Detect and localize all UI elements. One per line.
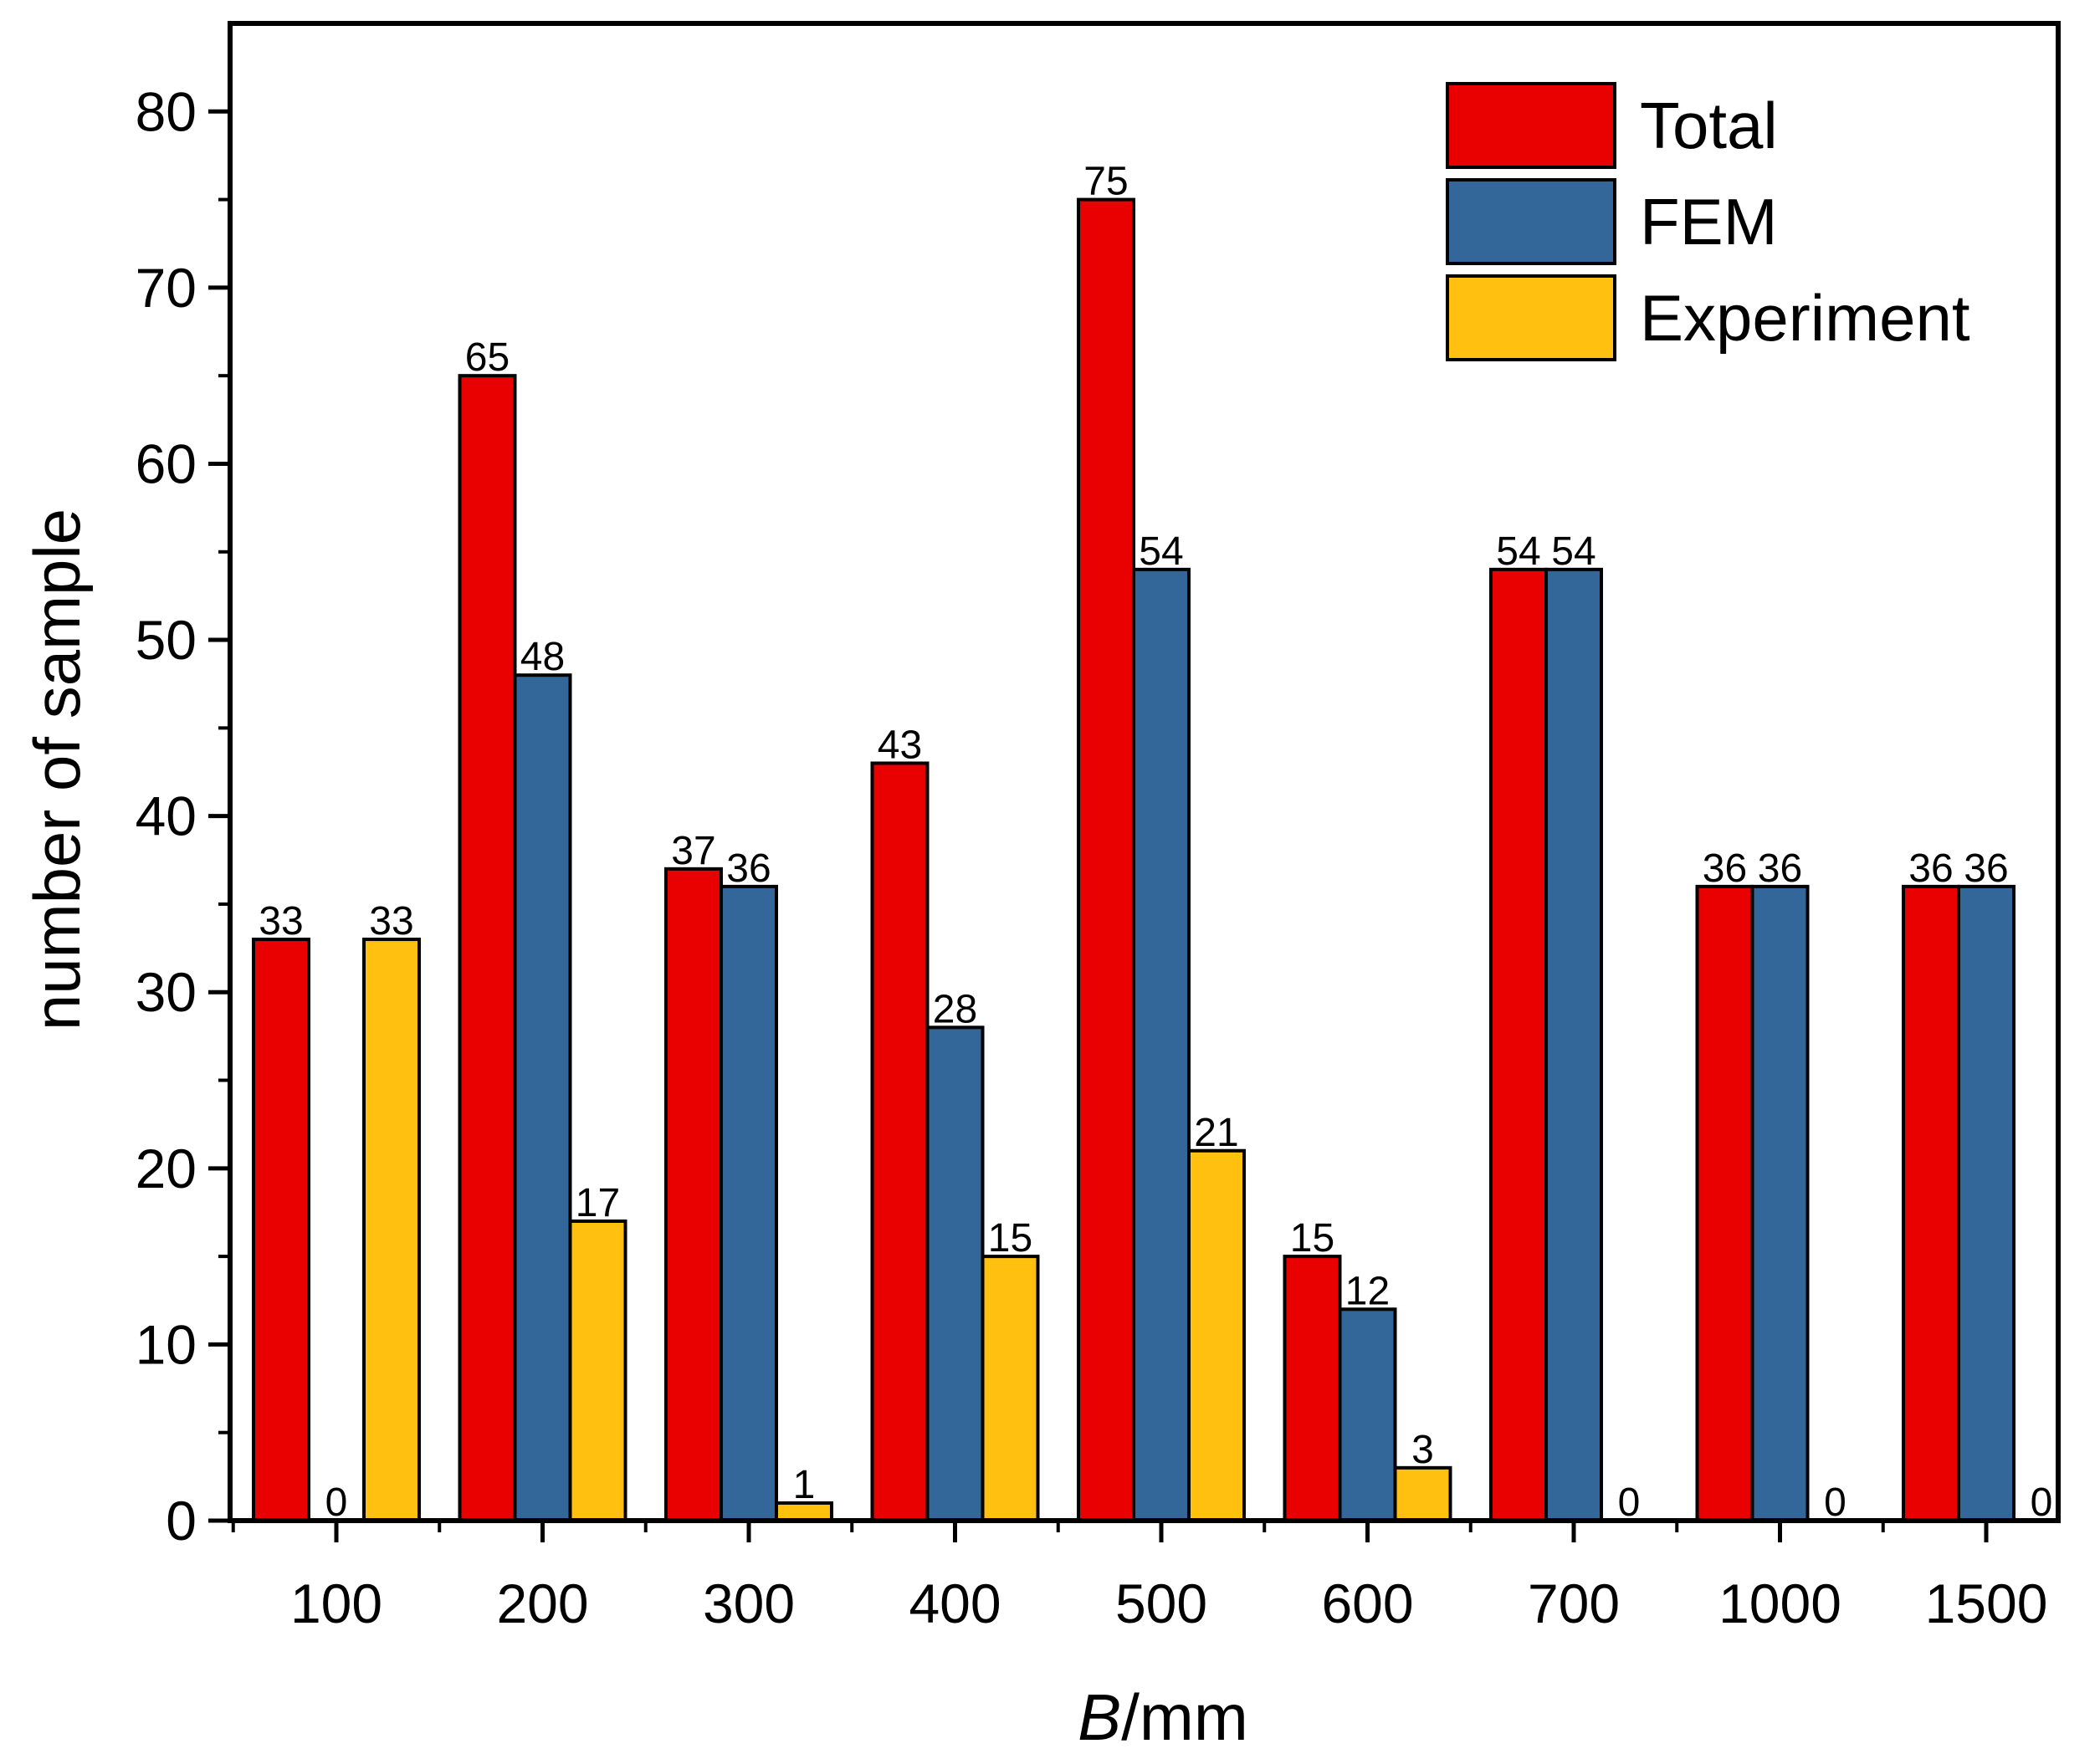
x-tick-label-300: 300 xyxy=(703,1572,795,1634)
y-tick-label-80: 80 xyxy=(136,80,197,142)
data-label-experiment-100: 33 xyxy=(369,899,413,943)
y-tick-label-50: 50 xyxy=(136,609,197,671)
legend-label-fem: FEM xyxy=(1640,185,1778,258)
data-label-total-200: 65 xyxy=(465,335,510,380)
plot-frame xyxy=(228,21,2061,1523)
y-tick-label-40: 40 xyxy=(136,785,197,847)
y-axis-title: number of sample xyxy=(20,509,94,1030)
data-label-experiment-700: 0 xyxy=(1618,1480,1641,1525)
bar-fem-400 xyxy=(925,1025,985,1522)
bar-fem-1500 xyxy=(1957,884,2015,1522)
legend-swatch-fem xyxy=(1446,178,1616,265)
data-label-fem-1000: 36 xyxy=(1758,846,1802,891)
legend-swatch-experiment xyxy=(1446,274,1616,361)
data-label-experiment-600: 3 xyxy=(1411,1428,1434,1472)
data-label-experiment-500: 21 xyxy=(1194,1111,1238,1155)
y-tick-label-0: 0 xyxy=(166,1490,197,1552)
data-label-total-600: 15 xyxy=(1290,1216,1334,1260)
bar-total-500 xyxy=(1077,197,1135,1522)
y-tick-label-30: 30 xyxy=(136,961,197,1023)
y-tick-label-60: 60 xyxy=(136,432,197,494)
data-label-total-300: 37 xyxy=(671,829,715,873)
data-label-experiment-1000: 0 xyxy=(1824,1480,1846,1525)
bar-experiment-600 xyxy=(1393,1465,1452,1522)
data-label-fem-600: 12 xyxy=(1345,1269,1390,1313)
y-tick-label-10: 10 xyxy=(136,1313,197,1375)
x-tick-label-600: 600 xyxy=(1321,1572,1413,1634)
data-label-total-1000: 36 xyxy=(1703,846,1747,891)
bar-experiment-500 xyxy=(1187,1148,1246,1522)
x-tick-label-700: 700 xyxy=(1528,1572,1620,1634)
data-label-total-700: 54 xyxy=(1496,529,1540,574)
legend-swatch-total xyxy=(1446,82,1616,169)
bars-layer xyxy=(252,197,2015,1523)
bar-fem-200 xyxy=(513,673,572,1522)
bar-experiment-100 xyxy=(362,938,421,1522)
data-label-total-100: 33 xyxy=(259,899,303,943)
data-label-experiment-1500: 0 xyxy=(2031,1480,2053,1525)
bar-total-1500 xyxy=(1902,884,1960,1522)
bar-fem-600 xyxy=(1338,1307,1397,1522)
bar-total-600 xyxy=(1283,1255,1342,1523)
x-tick-label-100: 100 xyxy=(290,1572,382,1634)
bar-total-300 xyxy=(664,867,723,1522)
data-label-fem-400: 28 xyxy=(933,987,977,1031)
data-label-fem-500: 54 xyxy=(1139,529,1183,574)
data-label-total-400: 43 xyxy=(878,723,922,767)
x-tick-label-500: 500 xyxy=(1115,1572,1207,1634)
bar-fem-300 xyxy=(720,884,778,1522)
bar-total-200 xyxy=(458,374,517,1522)
y-tick-label-20: 20 xyxy=(136,1138,197,1199)
data-label-fem-1500: 36 xyxy=(1964,846,2008,891)
bar-experiment-200 xyxy=(568,1220,627,1522)
data-label-fem-200: 48 xyxy=(520,635,565,679)
data-label-total-1500: 36 xyxy=(1908,846,1953,891)
legend-label-total: Total xyxy=(1640,89,1778,162)
bar-total-400 xyxy=(870,761,930,1522)
data-label-fem-300: 36 xyxy=(726,846,771,891)
legend-label-experiment: Experiment xyxy=(1640,281,1970,355)
x-axis-title: B/mm xyxy=(1078,1680,1248,1754)
bar-experiment-400 xyxy=(981,1255,1040,1523)
data-label-experiment-300: 1 xyxy=(793,1463,816,1507)
data-label-experiment-200: 17 xyxy=(576,1181,620,1225)
bar-fem-700 xyxy=(1544,567,1603,1523)
x-tick-label-1000: 1000 xyxy=(1718,1572,1841,1634)
x-axis-title-unit: /mm xyxy=(1121,1680,1248,1754)
x-axis-title-italic: B xyxy=(1078,1680,1121,1754)
legend: Total FEM Experiment xyxy=(1446,82,1970,361)
bar-total-700 xyxy=(1489,567,1548,1523)
data-label-fem-100: 0 xyxy=(325,1480,348,1525)
x-tick-label-1500: 1500 xyxy=(1925,1572,2048,1634)
data-label-total-500: 75 xyxy=(1083,160,1128,204)
data-label-experiment-400: 15 xyxy=(988,1216,1032,1260)
data-label-fem-700: 54 xyxy=(1551,529,1595,574)
bar-total-1000 xyxy=(1695,884,1754,1522)
y-tick-label-70: 70 xyxy=(136,257,197,319)
x-tick-label-200: 200 xyxy=(496,1572,588,1634)
x-tick-label-400: 400 xyxy=(909,1572,1001,1634)
bar-total-100 xyxy=(252,938,310,1522)
bar-fem-500 xyxy=(1132,567,1191,1523)
bar-fem-1000 xyxy=(1750,884,1810,1522)
